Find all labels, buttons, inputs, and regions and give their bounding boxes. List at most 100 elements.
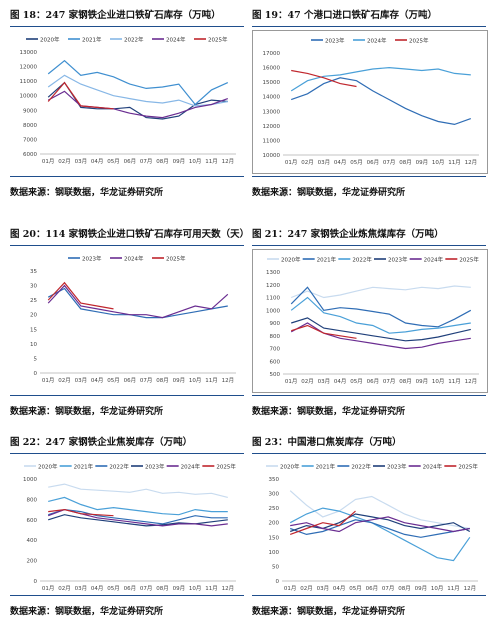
legend: 2020年 2021年 2022年 2023年 2024年 2025年 [266, 463, 478, 471]
y-tick-label: 350 [269, 477, 280, 483]
series-line [47, 284, 229, 319]
y-tick-label: 200 [27, 559, 38, 565]
data-source: 数据来源：钢联数据，华龙证券研究所 [252, 395, 486, 417]
y-tick-label: 14000 [263, 95, 281, 101]
y-tick-label: 400 [27, 538, 38, 544]
x-tick-label: 08月 [398, 585, 411, 592]
legend-label: 2022年 [124, 36, 144, 44]
x-tick-label: 05月 [350, 159, 363, 166]
y-tick-label: 13000 [263, 109, 281, 115]
x-tick-label: 02月 [58, 377, 71, 384]
x-tick-label: 08月 [399, 378, 412, 385]
y-tick-label: 600 [27, 518, 38, 524]
chart-20: 2023年 2024年 2025年 0 5 10 15 20 25 30 35 01月 02月 03月 04… [30, 255, 236, 384]
y-tick-label: 100 [269, 550, 280, 556]
x-tick-label: 04月 [91, 377, 104, 384]
x-tick-label: 05月 [107, 377, 120, 384]
x-tick-label: 09月 [416, 378, 429, 385]
legend-label: 2025年 [216, 463, 236, 471]
legend-label: 2021年 [316, 463, 336, 471]
x-tick-label: 03月 [75, 377, 88, 384]
x-tick-label: 01月 [284, 585, 297, 592]
y-tick-label: 900 [270, 321, 281, 327]
chart-22: 2020年 2021年 2022年 2023年 2024年 2025年 0 200 400 600… [23, 463, 236, 593]
legend-label: 2023年 [387, 463, 407, 471]
legend: 2020年 2021年 2022年 2023年 2024年 2025年 [267, 256, 479, 264]
legend-label: 2025年 [459, 256, 479, 264]
y-tick-label: 15 [30, 327, 37, 333]
series-line [48, 483, 228, 498]
x-tick-label: 10月 [431, 585, 444, 592]
x-tick-label: 09月 [173, 158, 186, 165]
legend-label: 2021年 [82, 36, 102, 44]
legend-label: 2023年 [388, 256, 408, 264]
y-tick-label: 800 [270, 334, 281, 340]
legend: 2023年 2024年 2025年 [311, 37, 429, 45]
x-tick-label: 07月 [140, 158, 153, 165]
x-tick-label: 12月 [222, 377, 235, 384]
x-tick-label: 11月 [205, 377, 218, 384]
x-tick-label: 07月 [383, 159, 396, 166]
x-tick-label: 09月 [173, 377, 186, 384]
series-line [290, 516, 470, 533]
x-tick-label: 02月 [301, 159, 314, 166]
x-tick-label: 04月 [91, 158, 104, 165]
x-tick-label: 07月 [140, 377, 153, 384]
y-tick-label: 200 [269, 521, 280, 527]
y-tick-label: 15000 [263, 80, 281, 86]
series-line [47, 90, 229, 119]
x-tick-label: 03月 [318, 159, 331, 166]
x-tick-label: 07月 [382, 585, 395, 592]
y-tick-label: 0 [34, 579, 38, 585]
chart-panel-18: 图 18：247 家钢铁企业进口铁矿石库存（万吨） 2020年 2021年 2022… [10, 6, 244, 198]
data-source: 数据来源：钢联数据，华龙证券研究所 [252, 595, 486, 617]
legend-label: 2023年 [82, 255, 102, 263]
y-tick-label: 5 [34, 356, 38, 362]
x-tick-label: 09月 [173, 585, 186, 592]
legend-label: 2020年 [281, 256, 301, 264]
series-line [48, 508, 114, 517]
x-tick-label: 10月 [189, 585, 202, 592]
x-tick-label: 03月 [317, 585, 330, 592]
y-tick-label: 500 [270, 372, 281, 378]
y-tick-label: 20 [30, 313, 37, 319]
x-tick-label: 01月 [285, 378, 298, 385]
series-line [47, 74, 228, 107]
x-tick-label: 10月 [189, 377, 202, 384]
x-tick-label: 06月 [367, 378, 380, 385]
x-tick-label: 11月 [205, 158, 218, 165]
x-tick-label: 04月 [334, 378, 347, 385]
legend-label: 2025年 [409, 37, 429, 45]
x-tick-label: 11月 [205, 585, 218, 592]
legend-label: 2024年 [166, 36, 186, 44]
series-line [48, 496, 228, 516]
x-tick-label: 04月 [91, 585, 104, 592]
legend-label: 2023年 [325, 37, 345, 45]
series-line [289, 510, 356, 535]
x-tick-label: 08月 [156, 158, 169, 165]
legend-label: 2025年 [166, 255, 186, 263]
series-line [48, 514, 228, 527]
series-line [289, 519, 470, 538]
y-tick-label: 700 [270, 347, 281, 353]
legend-label: 2020年 [38, 463, 58, 471]
x-tick-label: 12月 [222, 585, 235, 592]
legend-label: 2024年 [181, 463, 201, 471]
series-line [291, 317, 471, 342]
chart-panel-20: 图 20：114 家钢铁企业进口铁矿石库存可用天数（天） 2023年 2024年 2… [10, 225, 244, 417]
y-tick-label: 150 [269, 535, 280, 541]
series-line [290, 286, 472, 328]
y-tick-label: 10000 [20, 94, 38, 100]
legend-label: 2022年 [352, 256, 372, 264]
y-tick-label: 0 [276, 579, 280, 585]
x-tick-label: 11月 [448, 159, 461, 166]
series-line [289, 507, 471, 562]
data-source: 数据来源：钢联数据，华龙证券研究所 [10, 595, 244, 617]
series-line [290, 285, 471, 299]
x-tick-label: 03月 [318, 378, 331, 385]
x-tick-label: 11月 [447, 585, 460, 592]
x-tick-label: 06月 [124, 158, 137, 165]
x-tick-label: 05月 [107, 585, 120, 592]
chart-panel-23: 图 23：中国港口焦炭库存（万吨） 2020年 2021年 2022年 2023年 20… [252, 433, 486, 623]
series-line [291, 324, 357, 339]
